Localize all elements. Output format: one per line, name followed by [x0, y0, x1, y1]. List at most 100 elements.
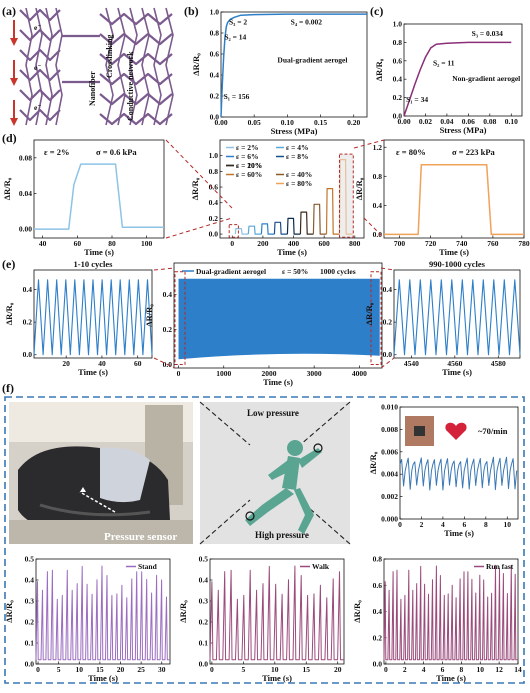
x-tick-label: 14 [514, 665, 522, 674]
legend-label: ε = 8% [286, 152, 308, 161]
x-tick-label: 0.08 [483, 117, 496, 126]
y-tick-label: 0.8 [393, 38, 403, 47]
panel-label-d: (d) [2, 131, 17, 145]
x-tick-label: 15 [303, 665, 311, 674]
runner-figure [245, 440, 322, 534]
legend-label: Dual-gradient aerogel [196, 267, 266, 276]
series-step [312, 203, 327, 235]
y-tick-label: 0.0 [25, 660, 35, 669]
connector-line [153, 267, 176, 271]
data-line [34, 163, 164, 230]
nanofiber-strand [99, 52, 173, 66]
high-pressure-label: High pressure [255, 530, 309, 540]
x-tick-label: 10 [477, 665, 485, 674]
x-tick-label: 4580 [491, 359, 506, 368]
x-tick-label: 1000 [216, 369, 231, 378]
heart-rate-annotation: ~70/min [478, 426, 508, 436]
crosslink-strand [55, 7, 63, 126]
x-tick-label: 20 [334, 665, 342, 674]
plot-frame [219, 139, 365, 239]
chart-f1: 0 2 4 6 8 10 0.000 0.002 0.004 0.006 0.008 0.010 Tim… [368, 403, 519, 538]
x-tick-label: 10 [504, 520, 512, 529]
x-tick-label: 0.10 [281, 118, 294, 127]
plot-frame [393, 269, 521, 359]
y-tick-label: 0.0 [383, 350, 393, 359]
chart-f3: 0 5 10 15 20 0.0 0.1 0.2 0.3 0.4 0.5 Time (s) ΔR/R₀ W… [178, 555, 345, 683]
y-tick-label: 0.1 [199, 639, 209, 648]
nanofiber-strand [19, 88, 61, 102]
y-tick-label: 0.2 [393, 93, 403, 102]
y-tick-label: 0.8 [209, 167, 219, 176]
nanofiber-network [19, 7, 174, 126]
y-tick-label: 0.2 [210, 92, 220, 101]
annotation-s1: S₁ = 156 [224, 92, 250, 101]
x-tick-label: 600 [319, 239, 331, 248]
y-tick-label: 0.3 [25, 597, 35, 606]
pressure-sensor-label: Pressure sensor [104, 531, 177, 543]
crosslink-strand [45, 7, 53, 126]
y-tick-label: 0.6 [373, 581, 383, 590]
panel-label-e: (e) [2, 257, 15, 271]
x-tick-label: 40 [98, 359, 106, 368]
x-tick-label: 4540 [404, 359, 419, 368]
x-tick-label: 4000 [352, 369, 367, 378]
nanofiber-strand [99, 112, 173, 126]
plot-frame [33, 139, 165, 239]
data-line [399, 456, 518, 491]
crosslinking-label: Crosslinking [105, 35, 114, 78]
y-tick-label: 0.2 [383, 318, 393, 327]
y-tick-label: 0.6 [210, 50, 220, 59]
series-step [299, 211, 314, 235]
plot-frame [173, 262, 383, 369]
x-tick-label: 0 [36, 665, 40, 674]
legend-label: ε = 2% [236, 143, 258, 152]
nanofiber-strand [19, 108, 61, 122]
legend-label: ε = 6% [236, 152, 258, 161]
electron-label: e⁻ [34, 23, 41, 32]
y-tick-label: 0.006 [381, 447, 398, 456]
y-tick-label: 0.0 [199, 660, 209, 669]
data-line [403, 41, 512, 117]
y-tick-label: 0.6 [393, 56, 403, 65]
zoom-box-80pct [338, 153, 354, 238]
y-axis-label: ΔR/R₀ [374, 58, 384, 81]
connector-line [165, 217, 233, 239]
x-tick-label: 6 [441, 665, 445, 674]
x-tick-label: 80 [108, 239, 116, 248]
x-axis-label: Time (s) [84, 247, 114, 257]
wrist-inset [405, 416, 434, 446]
nanofiber-strand [99, 32, 173, 46]
stress-annotation: σ = 223 kPa [452, 147, 496, 157]
y-tick-label: 0.4 [209, 198, 219, 207]
y-tick-label: 1.0 [209, 151, 219, 160]
series-step [234, 228, 249, 235]
legend-item: ε = 20% [226, 161, 262, 170]
x-axis-label: Time (s) [439, 247, 469, 257]
x-tick-label: 200 [257, 239, 269, 248]
crosslink-strand [105, 7, 114, 126]
crosslink-strand [165, 7, 174, 126]
y-tick-label: 0.4 [210, 71, 220, 80]
data-line [220, 13, 367, 118]
x-tick-label: 8 [460, 665, 464, 674]
cycles-annotation: 990-1000 cycles [429, 259, 486, 269]
panel-label-a: (a) [2, 4, 16, 18]
electron-label: e⁻ [34, 103, 41, 112]
x-tick-label: 760 [487, 239, 499, 248]
y-tick-label: 0.002 [381, 492, 398, 501]
series-step [325, 188, 340, 235]
shoe-photo: Pressure sensor [9, 402, 193, 544]
x-tick-label: 30 [158, 665, 166, 674]
y-tick-label: 0.8 [373, 555, 383, 564]
legend-item: ε = 4% [276, 143, 308, 152]
x-axis-label: Time (s) [262, 673, 292, 683]
plot-frame [403, 23, 523, 117]
x-tick-label: 0.10 [505, 117, 518, 126]
nanofiber-label: Nanofiber [88, 71, 97, 106]
zoom-box-end [370, 271, 382, 365]
annotation-sample: Non-gradient aerogel [452, 74, 520, 83]
x-tick-label: 0.20 [347, 118, 360, 127]
panel-label-f: (f) [2, 381, 14, 395]
y-tick-label: 0.0 [210, 113, 220, 122]
